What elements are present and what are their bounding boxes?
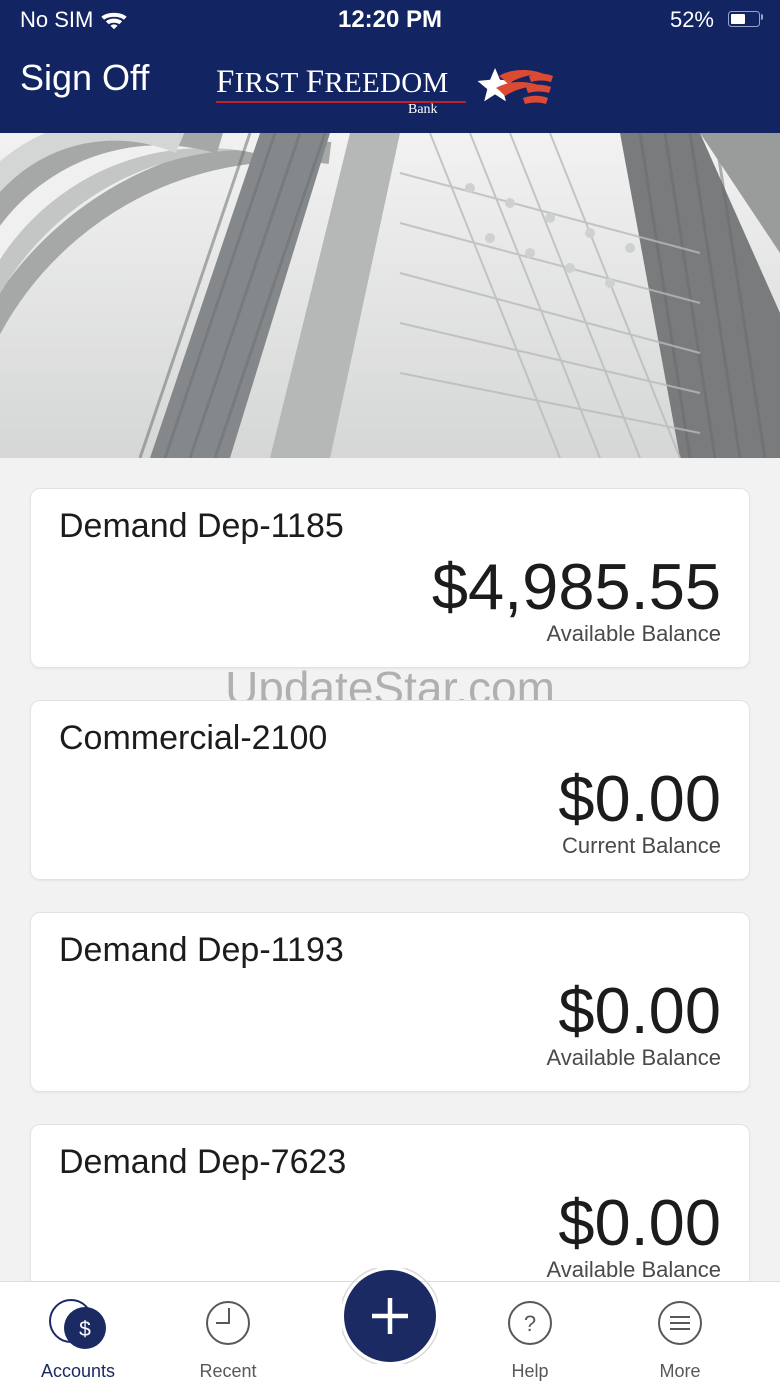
svg-text:FIRST FREEDOM: FIRST FREEDOM [216, 64, 449, 100]
svg-text:$: $ [79, 1318, 91, 1341]
svg-text:Bank: Bank [408, 102, 438, 117]
svg-text:?: ? [524, 1311, 536, 1336]
